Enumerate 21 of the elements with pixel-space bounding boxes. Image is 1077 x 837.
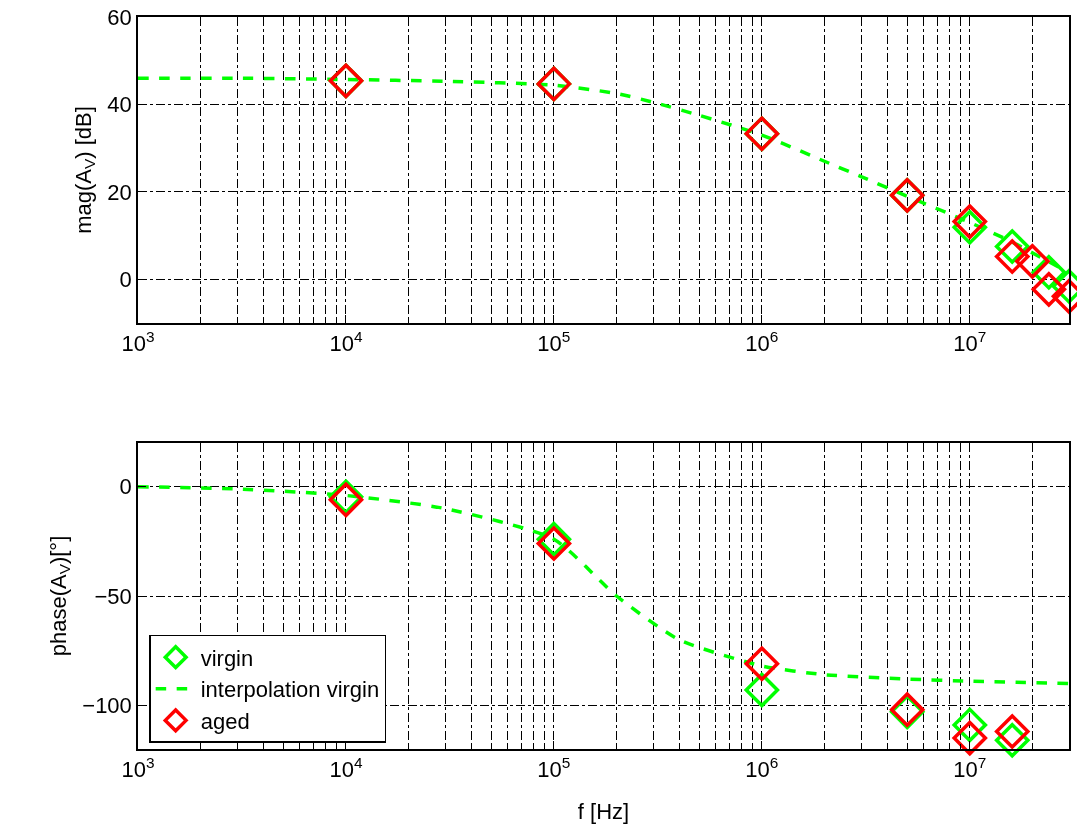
x-tick-label: 10$^{7}$ xyxy=(953,327,987,357)
legend-label: virgin xyxy=(200,645,254,671)
x-tick-label: 10$^{5}$ xyxy=(537,327,571,357)
x-tick-label: 10$^{3}$ xyxy=(121,753,155,783)
x-tick-label: 10$^{5}$ xyxy=(537,753,571,783)
y-tick-label: 40 xyxy=(107,92,132,118)
x-tick-label: 10$^{6}$ xyxy=(745,327,779,357)
y-tick-label: −50 xyxy=(94,583,132,609)
x-tick-label: 10$^{7}$ xyxy=(953,753,987,783)
y-tick-label: 0 xyxy=(119,266,132,292)
y-tick-label: 0 xyxy=(119,474,132,500)
y-tick-label: −100 xyxy=(82,692,132,718)
x-tick-label: 10$^{4}$ xyxy=(329,327,363,357)
legend-label: aged xyxy=(200,708,250,734)
x-tick-label: 10$^{3}$ xyxy=(121,327,155,357)
x-axis-title: f [Hz] xyxy=(577,798,630,824)
x-tick-label: 10$^{6}$ xyxy=(745,753,779,783)
x-tick-label: 10$^{4}$ xyxy=(329,753,363,783)
y-tick-label: 60 xyxy=(107,4,132,30)
legend-label: interpolation virgin xyxy=(200,677,380,703)
y-tick-label: 20 xyxy=(107,179,132,205)
